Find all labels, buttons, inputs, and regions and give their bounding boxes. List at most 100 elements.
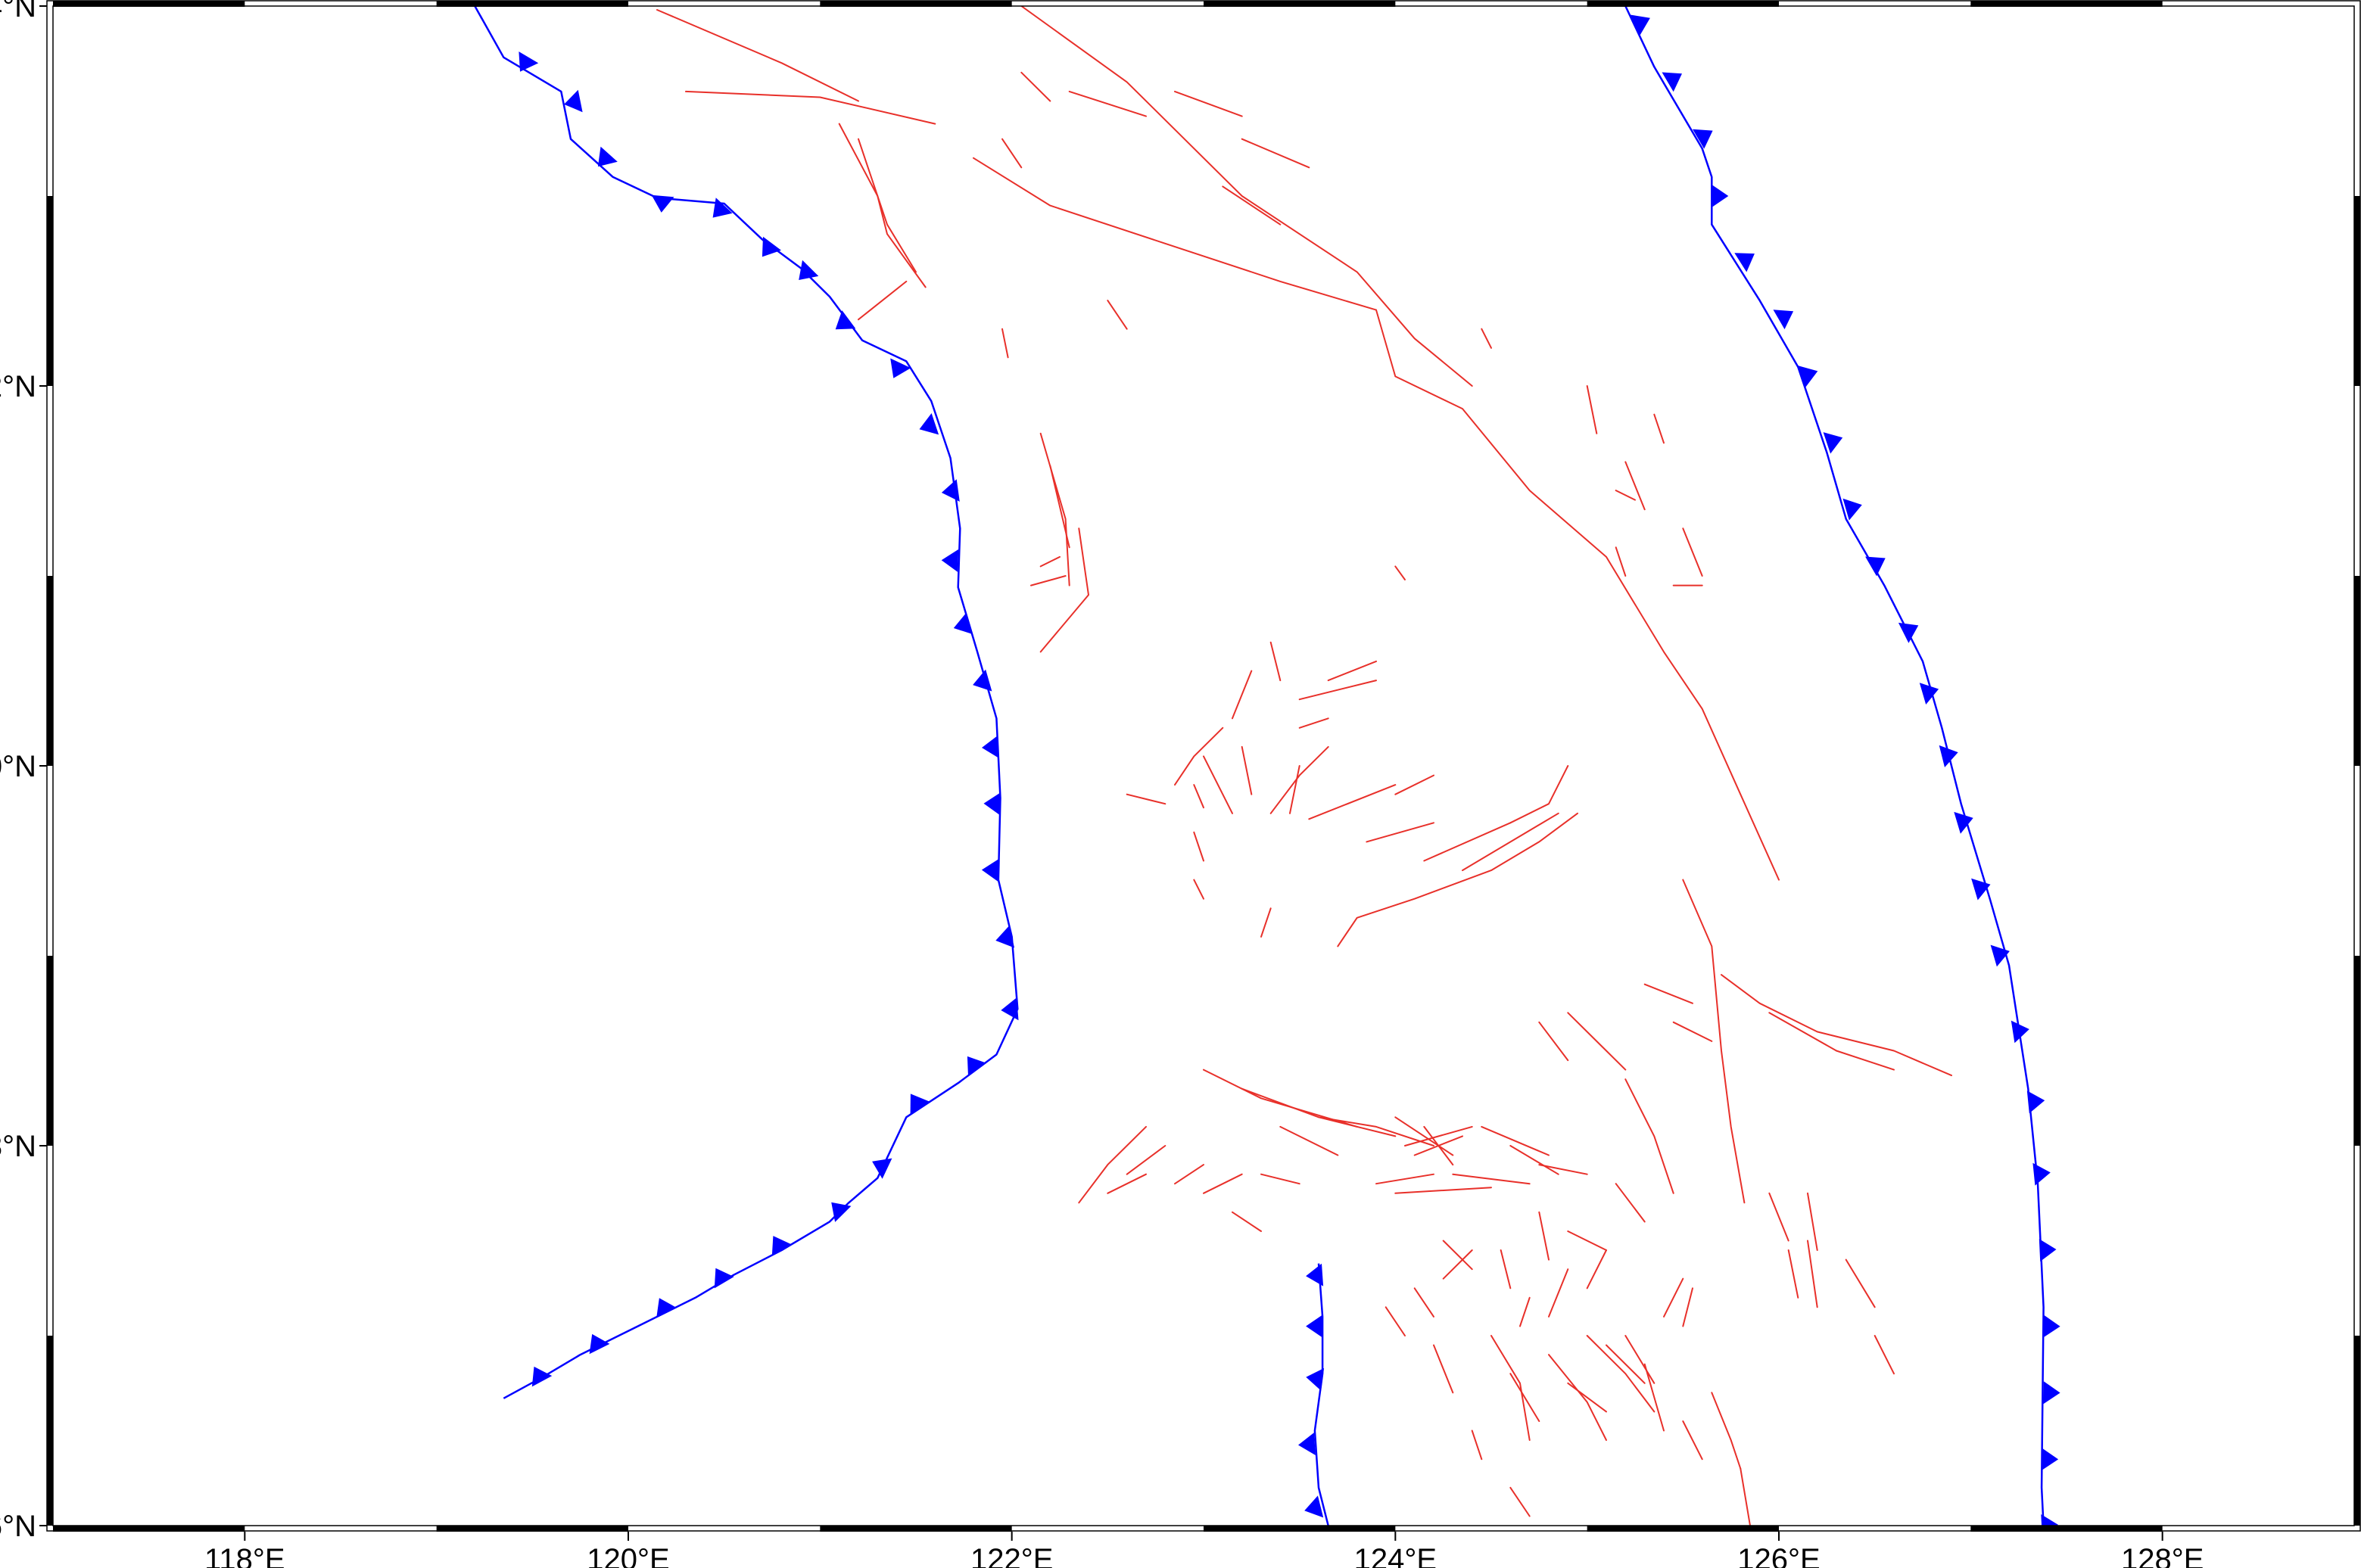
x-tick-label: 124°E [1354, 1543, 1437, 1568]
fault-line [1395, 776, 1434, 795]
trench-tooth [1774, 310, 1794, 329]
fault-line [686, 92, 935, 124]
map-frame [39, 1, 2360, 1541]
trench-tooth [942, 479, 960, 502]
x-tick-label: 122°E [970, 1543, 1053, 1568]
trench-tooth [954, 612, 973, 634]
fault-line [1175, 728, 1223, 785]
trench-line [1315, 1264, 1328, 1526]
fault-line [1338, 814, 1578, 947]
fault-line [1424, 1127, 1453, 1165]
fault-line [1041, 434, 1070, 586]
frame-band-top [1204, 1, 1395, 7]
fault-line [1041, 557, 1060, 567]
frame-band-right [2354, 576, 2360, 766]
fault-line [1481, 329, 1491, 348]
fault-line [1549, 1355, 1606, 1440]
trench-tooth [2042, 1448, 2058, 1470]
trench-line [475, 6, 1017, 1398]
fault-line [1625, 1336, 1654, 1383]
fault-line [1616, 1184, 1645, 1221]
fault-line [1002, 329, 1008, 358]
frame-band-top [1970, 1, 2162, 7]
fault-line [1232, 1212, 1261, 1231]
fault-line [1836, 1051, 1894, 1070]
fault-line [1050, 465, 1069, 547]
trench-tooth [942, 549, 959, 572]
frame-band-bottom [1587, 1526, 1779, 1532]
frame-band-bottom [1970, 1526, 2162, 1532]
fault-line [1376, 310, 1779, 880]
fault-line [1616, 547, 1626, 576]
fault-line [1204, 1070, 1357, 1127]
fault-line [1539, 1022, 1568, 1060]
fault-line [1453, 1174, 1529, 1184]
fault-line [1645, 1364, 1664, 1431]
trench-tooth [1304, 1495, 1323, 1517]
fault-line [1683, 1288, 1693, 1326]
frame-inner-border [53, 6, 2354, 1526]
trench-tooth [564, 90, 583, 112]
fault-line [1808, 1193, 1817, 1250]
fault-line [1808, 1241, 1817, 1308]
fault-line [1194, 832, 1204, 861]
trench-tooth [1306, 1368, 1324, 1391]
trench-tooth [890, 359, 911, 378]
fault-line [1510, 766, 1568, 823]
fault-line [1271, 747, 1328, 814]
trench-tooth [519, 51, 538, 72]
frame-band-bottom [437, 1526, 628, 1532]
fault-line [1424, 823, 1510, 860]
fault-line [1415, 1288, 1434, 1317]
frame-band-right [2354, 956, 2360, 1146]
trench-tooth [967, 1056, 986, 1077]
trench-tooth [1865, 557, 1886, 577]
y-tick-label: 6°N [0, 1510, 36, 1543]
frame-outer-border [47, 1, 2360, 1531]
frame-band-top [1587, 1, 1779, 7]
fault-line [1070, 92, 1146, 117]
trench-tooth [831, 1202, 851, 1222]
fault-line [1875, 1336, 1894, 1374]
fault-line [1328, 661, 1376, 680]
fault-line [1021, 6, 1472, 386]
trench-tooth [995, 926, 1014, 947]
fault-line [1223, 186, 1280, 224]
trench-lines [475, 6, 2060, 1537]
fault-line [1769, 1193, 1788, 1241]
frame-band-bottom [820, 1526, 1011, 1532]
fault-line [1740, 1469, 1750, 1526]
y-tick-label: 8°N [0, 1130, 36, 1163]
fault-line [1683, 880, 1744, 1203]
fault-line [1242, 747, 1252, 795]
y-tick-label: 14°N [0, 0, 36, 23]
fault-line [1712, 1392, 1740, 1468]
frame-band-right [2354, 1336, 2360, 1526]
fault-line [1568, 1013, 1625, 1069]
fault-line [1309, 785, 1395, 819]
trench-tooth [1631, 15, 1650, 36]
fault-line [1664, 1279, 1683, 1317]
fault-line [1242, 139, 1310, 168]
fault-line [1386, 1307, 1405, 1336]
frame-band-bottom [53, 1526, 245, 1532]
fault-line [1674, 1022, 1712, 1041]
frame-band-bottom [1204, 1526, 1395, 1532]
trench-south [1298, 1264, 1328, 1526]
frame-band-left [47, 196, 53, 386]
x-tick-label: 128°E [2121, 1543, 2204, 1568]
x-tick-label: 118°E [204, 1543, 285, 1568]
fault-line [1587, 1250, 1606, 1288]
fault-line [1242, 1089, 1396, 1137]
fault-line [1510, 1146, 1558, 1174]
fault-line [1568, 1231, 1606, 1250]
trench-tooth [1001, 997, 1018, 1020]
fault-line [1491, 1336, 1530, 1440]
frame-band-left [47, 1336, 53, 1526]
fault-line [839, 124, 926, 288]
trench-tooth [532, 1367, 552, 1387]
fault-line [1510, 1488, 1529, 1517]
fault-line [1587, 386, 1597, 434]
trench-tooth [1954, 812, 1973, 834]
trench-tooth [762, 237, 781, 257]
